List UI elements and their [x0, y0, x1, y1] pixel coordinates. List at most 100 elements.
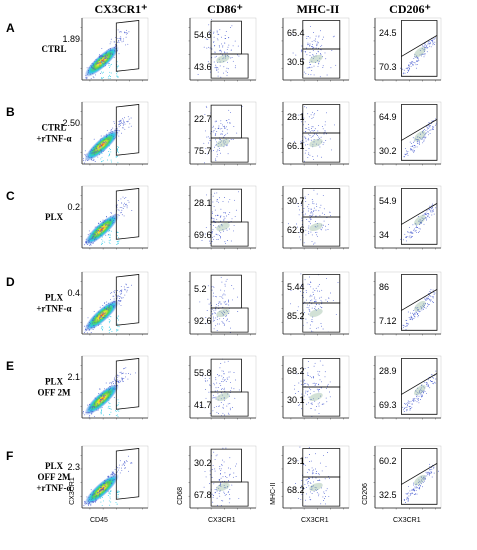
event-cloud	[292, 25, 337, 78]
row-label: PLX	[45, 293, 64, 303]
gate-percentage: 92.6	[194, 316, 212, 326]
event-cloud	[83, 455, 133, 506]
event-cloud	[83, 116, 132, 164]
gate-outline	[302, 448, 341, 478]
dense-core	[309, 308, 323, 317]
event-cloud	[84, 283, 133, 334]
scatter-plot: 30.7 62.6	[281, 185, 350, 250]
density-cloud	[84, 299, 119, 332]
y-axis-label-3: CD206	[362, 483, 369, 505]
scatter-plot: 0.4	[67, 271, 149, 336]
gate-percentage: 30.2	[194, 458, 212, 468]
gate-percentage: 2.1	[67, 372, 80, 382]
gate-outline	[115, 20, 140, 72]
scatter-plot: 64.9 30.2	[373, 101, 442, 166]
row-label: PLX	[45, 461, 64, 471]
gate-percentage: 69.6	[194, 230, 212, 240]
gate-percentage: 30.7	[287, 196, 305, 206]
gate-outline	[302, 20, 341, 50]
event-cloud	[400, 203, 438, 242]
gate-percentage: 43.6	[194, 62, 212, 72]
y-axis-label-0: CX3CR1	[69, 477, 76, 505]
gate-outline	[302, 302, 341, 333]
dense-core	[216, 138, 230, 147]
gate-percentage: 2.50	[62, 118, 80, 128]
gate-outline	[401, 448, 438, 505]
gate-outline	[115, 274, 140, 326]
gate-outline	[302, 188, 341, 218]
gate-outline	[302, 216, 341, 247]
gate-percentage: 64.9	[379, 112, 397, 122]
dense-core	[414, 474, 426, 486]
gate-outline	[115, 358, 140, 410]
dense-core	[414, 130, 426, 142]
event-cloud	[400, 463, 439, 503]
dense-core	[414, 384, 426, 396]
gate-split	[401, 35, 438, 57]
row-letter: E	[6, 359, 14, 373]
gate-outline	[302, 274, 341, 304]
scatter-plot: 28.1 66.1	[281, 101, 350, 166]
event-cloud	[402, 370, 437, 412]
gate-percentage: 70.3	[379, 62, 397, 72]
gate-outline	[115, 104, 140, 156]
gate-percentage: 28.1	[287, 112, 305, 122]
row-label: OFF 2M	[38, 472, 71, 482]
event-cloud	[200, 358, 240, 417]
gate-percentage: 24.5	[379, 28, 397, 38]
gate-outline	[302, 132, 341, 163]
dense-core	[309, 54, 323, 63]
gate-outline	[115, 188, 140, 240]
scatter-plot: 28.1 69.6	[188, 185, 257, 250]
column-header-0: CX3CR1⁺	[95, 2, 148, 16]
gate-outline	[210, 20, 242, 55]
scatter-plot: 22.7 75.7	[188, 101, 257, 166]
scatter-plot: 55.8 41.7	[188, 355, 257, 420]
gate-percentage: 68.2	[287, 485, 305, 495]
y-axis-label-1: CD68	[177, 487, 184, 505]
gate-outline	[210, 307, 249, 333]
gate-percentage: 75.7	[194, 146, 212, 156]
scatter-plot: 29.1 68.2	[281, 445, 350, 510]
row-label: CTRL	[41, 44, 66, 54]
gate-percentage: 85.2	[287, 311, 305, 321]
gate-outline	[115, 448, 140, 500]
gate-percentage: 54.6	[194, 30, 212, 40]
gate-outline	[302, 358, 341, 388]
event-cloud	[290, 273, 339, 333]
gate-percentage: 69.3	[379, 400, 397, 410]
gate-percentage: 67.8	[194, 490, 212, 500]
event-cloud	[399, 37, 436, 77]
gate-outline	[401, 274, 438, 331]
gate-percentage: 22.7	[194, 114, 212, 124]
gate-split	[401, 119, 438, 141]
row-label: +rTNF-α	[36, 304, 71, 314]
x-axis-label-1: CX3CR1	[208, 517, 236, 524]
column-header-2: MHC-II	[297, 2, 340, 16]
gate-percentage: 86	[379, 282, 389, 292]
gate-percentage: 65.4	[287, 28, 305, 38]
event-cloud	[287, 189, 331, 245]
gate-percentage: 0.4	[67, 288, 80, 298]
gate-split	[401, 203, 438, 225]
scatter-plot: 0.2	[67, 185, 149, 250]
scatter-plot: 24.5 70.3	[373, 17, 442, 82]
scatter-plot: 2.50	[62, 101, 149, 166]
gate-percentage: 62.6	[287, 225, 305, 235]
dense-core	[309, 482, 323, 491]
gate-percentage: 66.1	[287, 141, 305, 151]
event-cloud	[295, 446, 330, 507]
event-cloud	[197, 19, 240, 78]
gate-outline	[210, 53, 249, 79]
scatter-plot: 54.9 34	[373, 185, 442, 250]
gate-percentage: 29.1	[287, 456, 305, 466]
dense-core	[414, 214, 426, 226]
dense-core	[414, 46, 426, 58]
row-label: +rTNF-α	[36, 134, 71, 144]
gate-outline	[302, 104, 341, 134]
row-letter: B	[6, 105, 15, 119]
gate-percentage: 28.9	[379, 366, 397, 376]
gate-percentage: 1.89	[62, 34, 80, 44]
gate-outline	[401, 358, 438, 415]
scatter-plot: 5.2 92.6	[188, 271, 257, 336]
